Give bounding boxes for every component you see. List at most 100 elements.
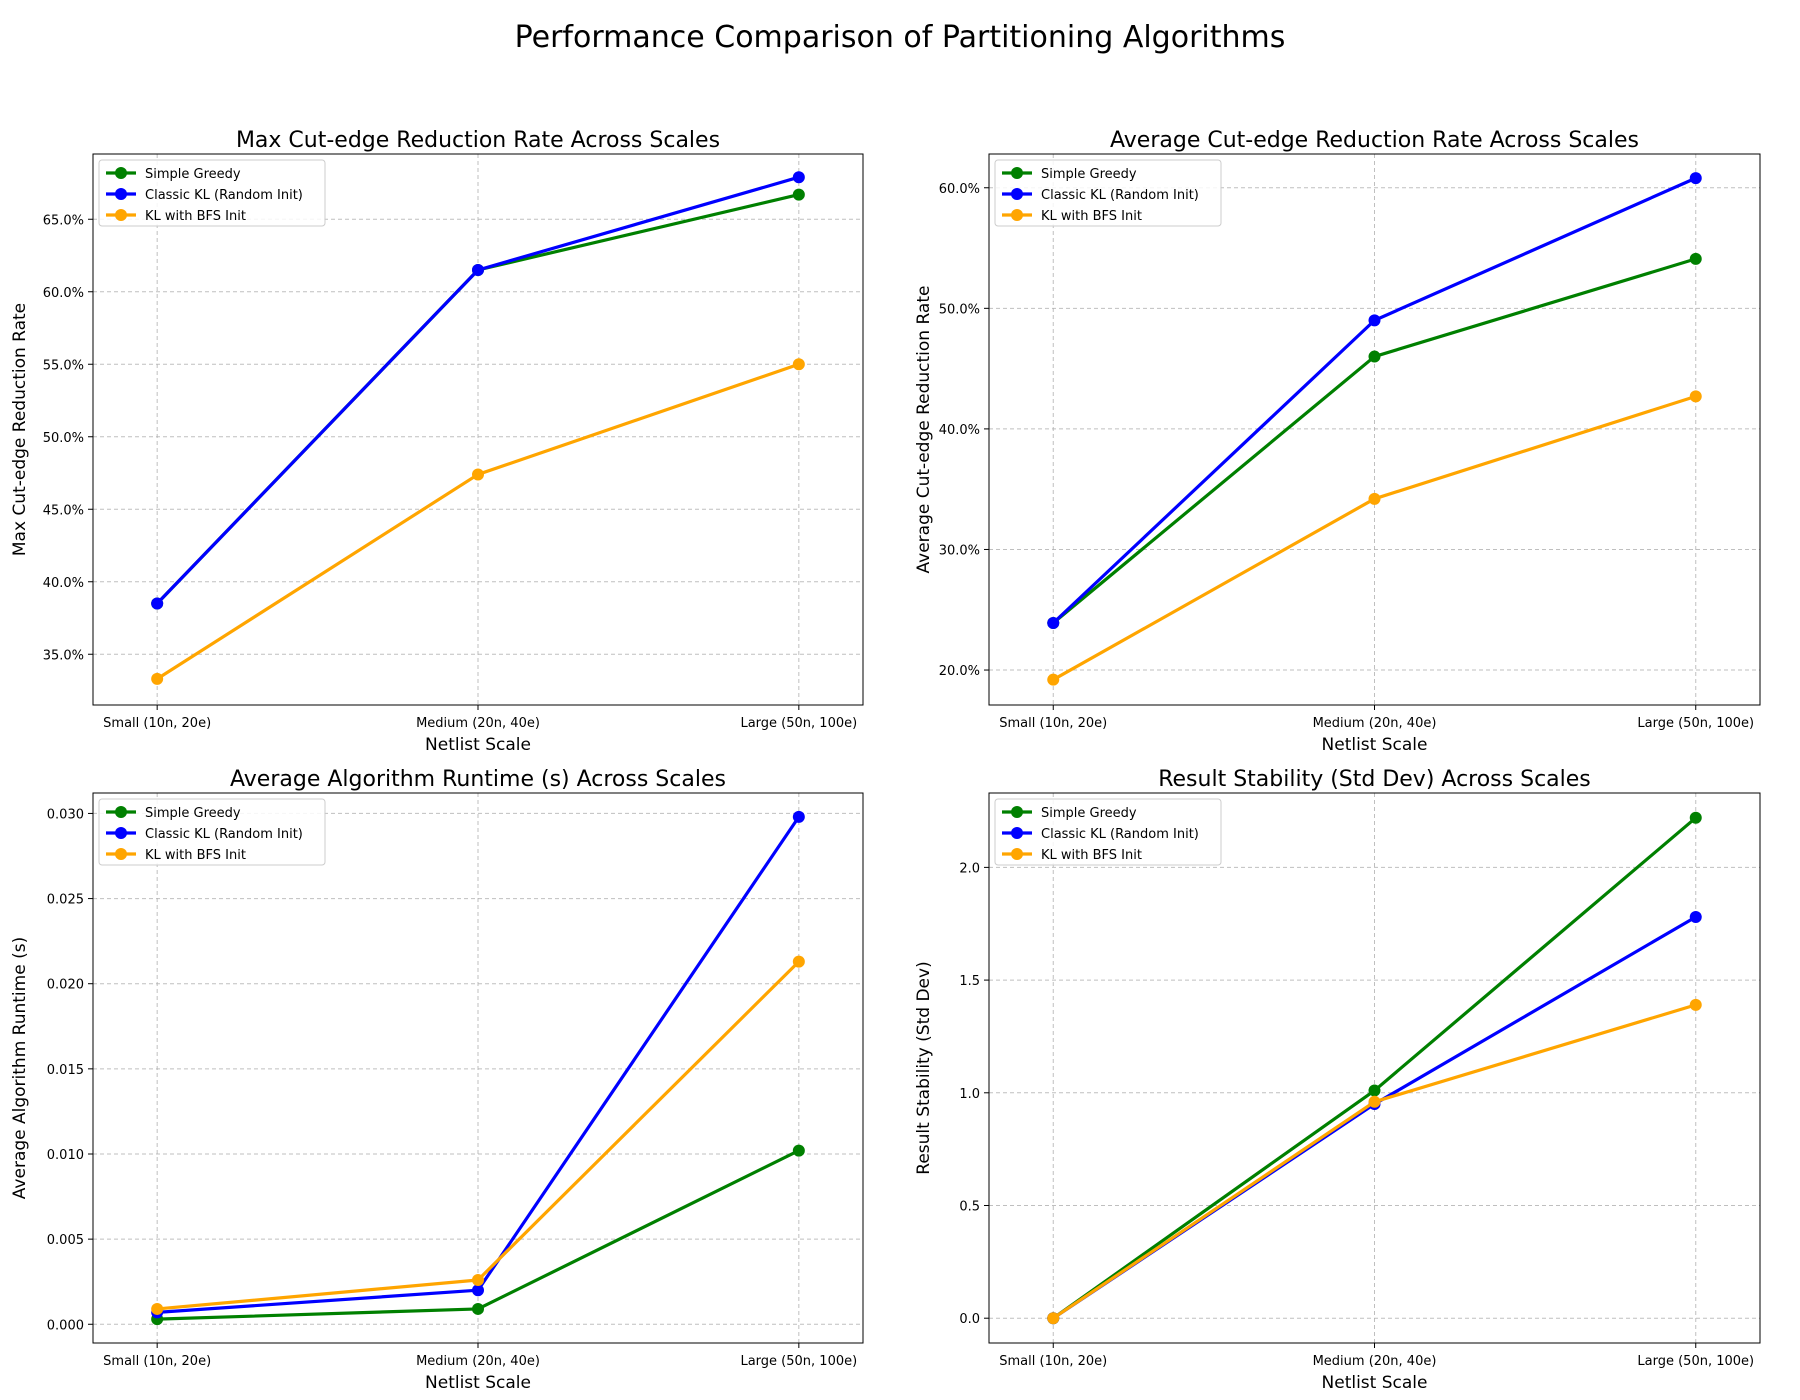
data-point: [1689, 252, 1702, 265]
y-tick-label: 0.010: [47, 1148, 84, 1163]
y-tick-label: 0.025: [47, 893, 84, 908]
data-point: [792, 810, 805, 823]
legend-marker: [1011, 806, 1023, 818]
data-point: [792, 171, 805, 184]
y-tick-label: 1.5: [959, 974, 980, 989]
x-tick-label: Large (50n, 100e): [740, 716, 857, 731]
chart-title: Max Cut-edge Reduction Rate Across Scale…: [236, 128, 720, 153]
data-point: [1689, 998, 1702, 1011]
legend-marker: [115, 188, 127, 200]
x-tick-label: Medium (20n, 40e): [1313, 716, 1437, 731]
data-point: [472, 1273, 484, 1286]
data-point: [472, 1302, 484, 1315]
data-point: [1368, 492, 1381, 505]
legend-box: [98, 798, 326, 866]
chart-1: Small (10n, 20e) Medium (20n, 40e) Large (…: [10, 128, 864, 755]
y-axis-label: Result Stability (Std Dev): [914, 961, 934, 1174]
data-point: [151, 672, 164, 685]
data-point: [472, 1284, 484, 1297]
legend-label: Classic KL (Random Init): [1041, 827, 1199, 842]
x-tick-label: Small (10n, 20e): [999, 1354, 1107, 1369]
data-point: [1047, 1312, 1060, 1325]
x-tick-label: Small (10n, 20e): [103, 1354, 211, 1369]
chart-3: Small (10n, 20e) Medium (20n, 40e) Large (…: [10, 767, 864, 1393]
y-tick-label: 35.0%: [43, 648, 84, 663]
legend-marker: [1011, 848, 1023, 860]
legend-marker: [115, 209, 127, 221]
x-tick-label: Large (50n, 100e): [1637, 1354, 1754, 1369]
data-point: [1368, 350, 1381, 363]
chart-2: Small (10n, 20e) Medium (20n, 40e) Large (…: [914, 128, 1761, 755]
legend-label: KL with BFS Init: [145, 209, 246, 224]
x-axis-label: Netlist Scale: [1322, 735, 1428, 755]
legend-marker: [115, 827, 127, 839]
legend-label: Simple Greedy: [145, 167, 241, 182]
legend: Simple Greedy Classic KL (Random Init) KL …: [98, 798, 326, 866]
legend: Simple Greedy Classic KL (Random Init) KL …: [994, 798, 1222, 866]
y-tick-label: 0.015: [47, 1063, 84, 1078]
x-tick-label: Medium (20n, 40e): [416, 1354, 540, 1369]
x-axis-label: Netlist Scale: [425, 1373, 531, 1393]
data-point: [1047, 617, 1060, 630]
y-tick-label: 60.0%: [939, 182, 980, 197]
legend-marker: [1011, 167, 1023, 179]
y-tick-label: 30.0%: [939, 543, 980, 558]
data-point: [1368, 1095, 1381, 1108]
data-point: [1689, 172, 1702, 185]
x-tick-label: Large (50n, 100e): [1637, 716, 1754, 731]
legend-label: KL with BFS Init: [1041, 209, 1142, 224]
legend-label: KL with BFS Init: [1041, 848, 1142, 863]
data-point: [1047, 673, 1060, 686]
legend-marker: [115, 806, 127, 818]
y-axis-label: Average Cut-edge Reduction Rate: [914, 286, 934, 574]
x-tick-label: Medium (20n, 40e): [416, 716, 540, 731]
legend-box: [98, 159, 326, 227]
y-tick-label: 20.0%: [939, 664, 980, 679]
legend-label: Classic KL (Random Init): [145, 188, 303, 203]
data-point: [792, 188, 805, 201]
legend-marker: [115, 848, 127, 860]
y-tick-label: 0.000: [47, 1318, 84, 1333]
data-point: [1689, 390, 1702, 403]
legend-box: [994, 159, 1222, 227]
x-tick-label: Medium (20n, 40e): [1313, 1354, 1437, 1369]
data-point: [151, 597, 164, 610]
legend-label: KL with BFS Init: [145, 848, 246, 863]
data-point: [1368, 314, 1381, 327]
y-tick-label: 55.0%: [43, 358, 84, 373]
legend-label: Classic KL (Random Init): [145, 827, 303, 842]
y-tick-label: 40.0%: [939, 423, 980, 438]
y-tick-label: 50.0%: [43, 431, 84, 446]
data-point: [151, 1302, 164, 1315]
y-tick-label: 2.0: [959, 861, 980, 876]
data-point: [1689, 910, 1702, 923]
data-point: [1368, 1084, 1381, 1097]
data-point: [1689, 811, 1702, 824]
legend-marker: [1011, 827, 1023, 839]
data-point: [792, 955, 805, 968]
legend-marker: [1011, 188, 1023, 200]
y-axis-label: Average Algorithm Runtime (s): [10, 937, 30, 1199]
x-axis-label: Netlist Scale: [425, 735, 531, 755]
data-point: [472, 468, 484, 481]
y-tick-label: 0.0: [959, 1312, 980, 1327]
legend-label: Simple Greedy: [145, 806, 241, 821]
y-tick-label: 65.0%: [43, 213, 84, 228]
y-tick-label: 0.005: [47, 1233, 84, 1248]
legend-label: Simple Greedy: [1041, 167, 1137, 182]
y-axis-label: Max Cut-edge Reduction Rate: [10, 303, 30, 556]
x-tick-label: Large (50n, 100e): [740, 1354, 857, 1369]
y-tick-label: 1.0: [959, 1087, 980, 1102]
legend: Simple Greedy Classic KL (Random Init) KL …: [994, 159, 1222, 227]
x-tick-label: Small (10n, 20e): [999, 716, 1107, 731]
legend-label: Classic KL (Random Init): [1041, 188, 1199, 203]
data-point: [792, 358, 805, 371]
legend-marker: [1011, 209, 1023, 221]
legend-box: [994, 798, 1222, 866]
y-tick-label: 0.020: [47, 978, 84, 993]
figure-title: Performance Comparison of Partitioning A…: [514, 20, 1286, 55]
legend-label: Simple Greedy: [1041, 806, 1137, 821]
x-axis-label: Netlist Scale: [1322, 1373, 1428, 1393]
chart-title: Result Stability (Std Dev) Across Scales: [1158, 767, 1591, 792]
